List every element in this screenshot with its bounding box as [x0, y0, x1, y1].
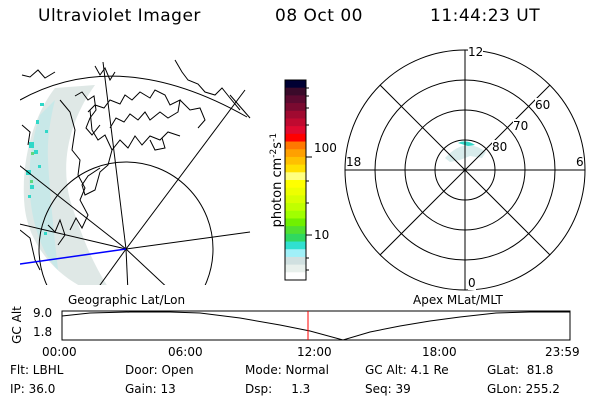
graticule [20, 61, 251, 285]
dsp-info: Dsp: 1.3 [245, 382, 311, 396]
colorbar-band [285, 133, 306, 143]
colorbar-tick-10: 10 [314, 228, 330, 242]
glat-info: GLat: 81.8 [487, 363, 554, 377]
lat-label-60: 60 [535, 98, 551, 112]
colorbar-band [285, 256, 306, 266]
y-tick-9: 9.0 [33, 306, 53, 320]
geographic-title: Geographic Lat/Lon [68, 293, 186, 307]
lat-label-70: 70 [513, 119, 529, 133]
ip-info: IP: 36.0 [10, 382, 56, 396]
colorbar-band [285, 264, 306, 273]
colorbar-band [285, 164, 306, 173]
auroral-emission-green [30, 152, 34, 183]
colorbar-band [285, 241, 306, 250]
colorbar-tick-100: 100 [314, 141, 337, 155]
y-tick-1-8: 1.8 [33, 325, 53, 339]
colorbar-band [285, 126, 306, 135]
x-tick-1800: 18:00 [422, 345, 457, 359]
colorbar-band [285, 187, 306, 196]
colorbar-band [285, 226, 306, 235]
colorbar-band [285, 87, 306, 96]
colorbar-band [285, 180, 306, 189]
gc-alt-info: GC Alt: 4.1 Re [365, 363, 449, 377]
x-tick-2359: 23:59 [545, 345, 580, 359]
terminator-line [20, 248, 127, 265]
door-info: Door: Open [125, 363, 194, 377]
colorbar-band [285, 103, 306, 112]
colorbar-band [285, 80, 306, 89]
x-tick-0000: 00:00 [42, 345, 77, 359]
x-tick-0600: 06:00 [168, 345, 203, 359]
colorbar-band [285, 149, 306, 158]
mlt-label-12: 12 [468, 45, 484, 59]
colorbar-band [285, 272, 306, 281]
colorbar-band [285, 195, 306, 204]
mode-info: Mode: Normal [245, 363, 329, 377]
colorbar-band [285, 118, 306, 127]
colorbar-ticks [306, 87, 312, 271]
coastlines [20, 59, 241, 271]
gain-info: Gain: 13 [125, 382, 176, 396]
colorbar-band [285, 203, 306, 212]
altitude-curve [61, 311, 570, 341]
mlt-label-0: 0 [468, 276, 476, 290]
colorbar-band [285, 233, 306, 243]
colorbar-band [285, 172, 306, 181]
colorbar-band [285, 141, 306, 150]
colorbar-band [285, 210, 306, 219]
mlt-label-18: 18 [346, 155, 362, 169]
colorbar-band [285, 156, 306, 166]
date-label: 08 Oct 00 [275, 6, 363, 26]
colorbar-band [285, 110, 306, 119]
meridian-diagonal-2 [379, 84, 551, 256]
mlt-label-6: 6 [576, 155, 584, 169]
instrument-title: Ultraviolet Imager [38, 6, 201, 26]
colorbar-band [285, 249, 306, 258]
apex-title: Apex MLat/MLT [413, 293, 503, 307]
seq-info: Seq: 39 [365, 382, 411, 396]
polar-auroral-emission-cyan [458, 141, 475, 146]
time-label: 11:44:23 UT [430, 6, 541, 26]
lat-label-80: 80 [492, 140, 508, 154]
x-tick-1200: 12:00 [297, 345, 332, 359]
glon-info: GLon: 255.2 [487, 382, 560, 396]
filter-info: Flt: LBHL [10, 363, 64, 377]
colorbar-band [285, 95, 306, 104]
colorbar-band [285, 218, 306, 227]
